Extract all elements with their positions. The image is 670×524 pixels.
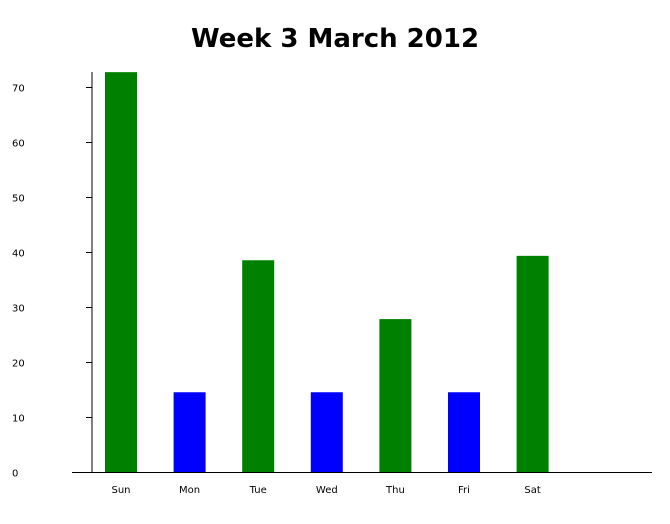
bar-mon — [173, 392, 206, 472]
bar-fri — [448, 392, 480, 472]
y-tick-label: 20 — [12, 359, 25, 370]
chart-axes — [72, 72, 652, 473]
x-tick-label-sun: Sun — [111, 485, 130, 496]
bar-tue — [242, 260, 275, 472]
x-tick-label-fri: Fri — [458, 485, 470, 496]
y-tick-label: 0 — [12, 469, 18, 480]
chart-labels: 0 10 20 30 40 50 60 70 Sun Mon Tue Wed Thu Fri Sat — [12, 84, 541, 497]
x-tick-label-thu: Thu — [385, 485, 405, 496]
y-tick-label: 40 — [12, 249, 25, 260]
chart-title: Week 3 March 2012 — [190, 24, 480, 54]
y-tick-label: 70 — [12, 84, 25, 95]
chart-bars — [105, 72, 549, 473]
y-tick-label: 30 — [12, 304, 25, 315]
bar-sun — [105, 72, 137, 473]
bar-wed — [310, 392, 343, 472]
x-tick-label-mon: Mon — [179, 485, 200, 496]
x-tick-label-wed: Wed — [316, 485, 338, 496]
y-tick-label: 50 — [12, 194, 25, 205]
x-tick-label-sat: Sat — [524, 485, 540, 496]
y-tick-label: 60 — [12, 139, 25, 150]
y-tick-label: 10 — [12, 414, 25, 425]
bar-sat — [516, 255, 549, 472]
bar-thu — [379, 319, 412, 472]
x-tick-label-tue: Tue — [249, 485, 267, 496]
